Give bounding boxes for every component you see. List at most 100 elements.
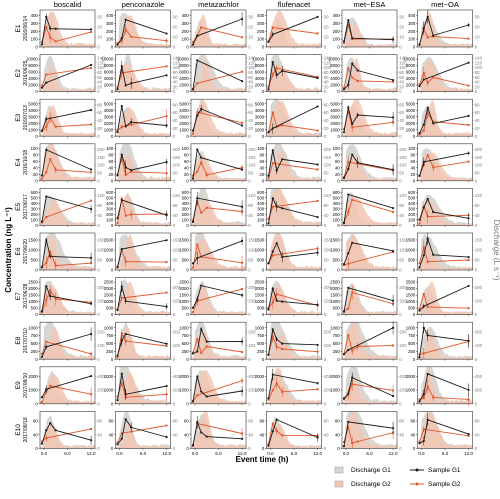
y-tick-label: 100 [333,217,341,222]
y2-tick-label: 0 [173,357,176,362]
y-tick-label: 500 [408,195,416,200]
y2-tick-label: 10 [248,35,253,40]
y-tick-label: 500 [31,258,39,263]
sample-point [347,167,350,171]
y2-tick-label: 100 [173,343,181,348]
sample-point [426,112,429,115]
x-tick-label: 6.0 [291,451,298,456]
x-tick-label: 12.0 [389,451,398,456]
y-tick-label: 500 [182,195,190,200]
sample-line [117,373,167,401]
sample-line [343,20,394,42]
sample-point [124,125,127,128]
compound-header: boscalid [54,0,82,9]
y2-tick-label: 0 [399,401,402,406]
sample-point [191,132,194,135]
sample-point [241,166,244,169]
y-tick-label: 500 [333,341,341,346]
y2-tick-label: 100 [475,65,483,70]
y2-tick-label: 120 [248,60,256,65]
y-tick-label: 60 [184,159,189,164]
y2-tick-label: 30 [475,15,480,20]
y2-tick-label: 40 [475,432,480,437]
sample-point [356,161,359,164]
y-tick-label: 2000 [255,286,265,291]
event-label: E10 [15,424,22,436]
y-tick-label: 1000 [104,127,114,132]
discharge-area [342,23,397,47]
y2-tick-label: 50 [173,171,178,176]
y-tick-label: 2000 [330,286,340,291]
sample-point [267,177,270,180]
x-tick-label: 0.0 [41,451,48,456]
y2-tick-label: 60 [399,75,404,80]
y-tick-label: 2000 [28,83,38,88]
sample-point [191,306,195,309]
y2-tick-label: 40 [324,80,329,85]
sample-point [342,222,346,225]
sample-point [418,266,421,269]
y2-tick-label: 80 [324,419,329,424]
y-tick-label: 500 [31,306,39,311]
sample-point [49,255,52,258]
legend-marker [415,468,419,472]
sample-point [432,76,435,79]
sample-point [356,69,359,72]
sample-point [271,162,274,165]
y2-tick-label: 80 [475,70,480,75]
y-tick-label: 600 [257,190,265,195]
y2-tick-label: 40 [248,80,253,85]
sample-point [191,311,194,314]
y-tick-label: 400 [31,13,39,18]
y-tick-label: 40 [184,165,189,170]
y-tick-label: 8000 [28,63,38,68]
compound-header: metazachlor [198,0,239,9]
y2-tick-label: 0 [399,45,402,50]
sample-point [191,87,195,91]
sample-point [316,216,319,219]
y-tick-label: 0 [111,223,114,228]
y-tick-label: 500 [106,341,114,346]
y2-tick-label: 40 [324,432,329,437]
discharge-area [115,194,171,226]
sample-point [418,262,421,265]
y2-tick-label: 400 [173,374,181,379]
panel-6-5: 0 500 1000 1500 0 50 100 150 [330,232,407,273]
x-tick-label: 0.0 [192,451,199,456]
sample-point [200,284,203,287]
panel-8-3: 0 250 500 750 1000 0 100 200 [179,321,256,362]
y-tick-label: 500 [257,195,265,200]
y2-tick-label: 0 [475,401,478,406]
y2-tick-label: 0 [324,223,327,228]
y2-tick-label: 0 [97,89,100,94]
y-tick-label: 200 [31,29,39,34]
y2-tick-label: 0 [248,45,251,50]
sample-point [240,294,244,297]
y-tick-label: 200 [333,212,341,217]
y-tick-label: 0 [35,45,38,50]
sample-point [90,123,93,126]
y-tick-label: 2000 [104,286,114,291]
sample-point [267,353,270,356]
y-tick-label: 6000 [406,70,416,75]
sample-point [281,434,284,437]
y-tick-label: 4000 [179,76,189,81]
y-tick-label: 1500 [104,293,114,298]
discharge-area [191,60,246,92]
sample-point [342,86,345,89]
sample-point [267,217,270,220]
sample-point [271,111,274,114]
y-tick-label: 2000 [330,374,340,379]
y2-tick-label: 120 [97,193,105,198]
y2-tick-label: 20 [97,84,102,89]
y2-tick-label: 100 [475,298,483,303]
sample-point [45,26,48,29]
discharge-area [266,149,322,181]
y-tick-label: 0 [413,401,416,406]
y2-tick-label: 100 [324,343,332,348]
sample-point [116,395,119,398]
sample-point [196,111,199,114]
y-tick-label: 500 [106,306,114,311]
sample-point [418,218,421,221]
y2-tick-label: 0 [324,89,327,94]
